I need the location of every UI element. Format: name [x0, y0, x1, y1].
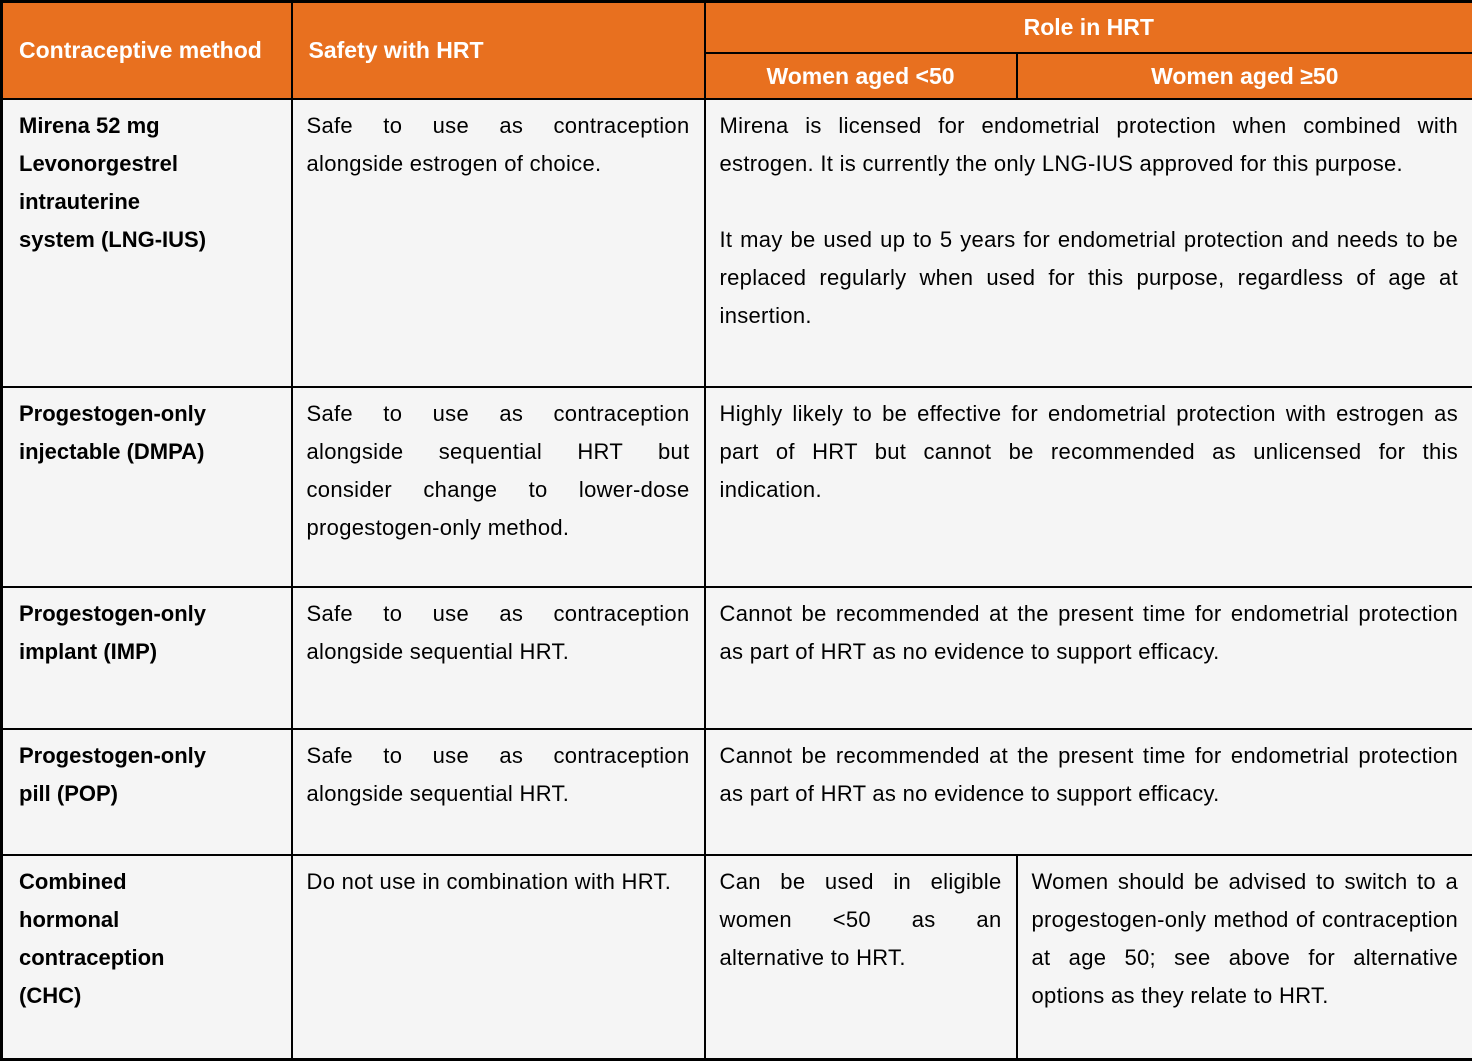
header-role-in-hrt: Role in HRT	[705, 2, 1472, 53]
method-cell: Progestogen-only injectable (DMPA)	[2, 387, 292, 587]
role-paragraph: It may be used up to 5 years for endomet…	[720, 221, 1459, 335]
header-safety-with-hrt: Safety with HRT	[292, 2, 705, 99]
method-cell: Combined hormonal contraception (CHC)	[2, 855, 292, 1060]
table-row-pop: Progestogen-only pill (POP) Safe to use …	[2, 729, 1472, 855]
header-contraceptive-method: Contraceptive method	[2, 2, 292, 99]
safety-cell: Safe to use as contraception alongside s…	[292, 729, 705, 855]
table-row-lng-ius: Mirena 52 mg Levonorgestrel intrauterine…	[2, 99, 1472, 387]
method-cell: Progestogen-only implant (IMP)	[2, 587, 292, 729]
header-row-top: Contraceptive method Safety with HRT Rol…	[2, 2, 1472, 53]
table-header: Contraceptive method Safety with HRT Rol…	[2, 2, 1472, 99]
role-cell: Highly likely to be effective for endome…	[705, 387, 1472, 587]
safety-cell: Do not use in combination with HRT.	[292, 855, 705, 1060]
role-paragraph: Cannot be recommended at the present tim…	[720, 595, 1459, 671]
role-under-50-cell: Can be used in eligible women <50 as an …	[705, 855, 1017, 1060]
role-cell: Cannot be recommended at the present tim…	[705, 587, 1472, 729]
safety-cell: Safe to use as contraception alongside e…	[292, 99, 705, 387]
table-row-chc: Combined hormonal contraception (CHC) Do…	[2, 855, 1472, 1060]
role-cell: Cannot be recommended at the present tim…	[705, 729, 1472, 855]
safety-cell: Safe to use as contraception alongside s…	[292, 387, 705, 587]
method-cell: Mirena 52 mg Levonorgestrel intrauterine…	[2, 99, 292, 387]
table-body: Mirena 52 mg Levonorgestrel intrauterine…	[2, 99, 1472, 1060]
header-women-under-50: Women aged <50	[705, 53, 1017, 99]
role-paragraph: Cannot be recommended at the present tim…	[720, 737, 1459, 813]
table-row-dmpa: Progestogen-only injectable (DMPA) Safe …	[2, 387, 1472, 587]
header-women-50-plus: Women aged ≥50	[1017, 53, 1472, 99]
role-paragraph: Highly likely to be effective for endome…	[720, 395, 1459, 509]
role-paragraph: Mirena is licensed for endometrial prote…	[720, 107, 1459, 183]
table-row-imp: Progestogen-only implant (IMP) Safe to u…	[2, 587, 1472, 729]
safety-cell: Safe to use as contraception alongside s…	[292, 587, 705, 729]
role-50-plus-cell: Women should be advised to switch to a p…	[1017, 855, 1472, 1060]
method-cell: Progestogen-only pill (POP)	[2, 729, 292, 855]
role-cell: Mirena is licensed for endometrial prote…	[705, 99, 1472, 387]
